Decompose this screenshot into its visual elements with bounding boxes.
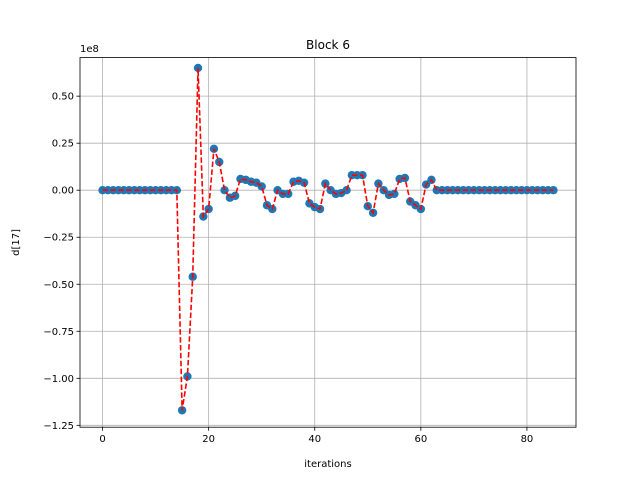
data-point bbox=[549, 186, 558, 195]
x-axis: 0 20 40 60 80 bbox=[99, 427, 533, 445]
data-point bbox=[390, 189, 399, 199]
grid bbox=[80, 57, 576, 428]
x-tick-label: 40 bbox=[308, 434, 321, 445]
data-point bbox=[342, 186, 351, 195]
y-tick-label: 0.25 bbox=[52, 139, 74, 150]
y-axis: 0.50 0.25 0.00 −0.25 −0.50 −0.75 −1.00 −1.25 bbox=[43, 92, 80, 432]
x-tick-label: 0 bbox=[99, 434, 105, 445]
y-tick-label: 0.00 bbox=[52, 186, 74, 197]
x-axis-label: iterations bbox=[304, 459, 351, 470]
chart-title: Block 6 bbox=[306, 38, 350, 52]
y-tick-label: −1.25 bbox=[43, 421, 74, 432]
y-tick-label: −0.50 bbox=[43, 280, 74, 291]
y-tick-label: −0.25 bbox=[43, 233, 74, 244]
x-tick-label: 20 bbox=[202, 434, 215, 445]
y-tick-label: −1.00 bbox=[43, 374, 74, 385]
y-tick-label: −0.75 bbox=[43, 327, 74, 338]
y-axis-label: d[17] bbox=[11, 229, 22, 256]
series-layer bbox=[98, 63, 558, 415]
x-tick-label: 60 bbox=[414, 434, 427, 445]
plot-frame bbox=[79, 57, 577, 428]
y-tick-label: 0.50 bbox=[52, 92, 74, 103]
y-offset-text: 1e8 bbox=[80, 44, 99, 55]
series-line bbox=[102, 67, 554, 411]
x-tick-label: 80 bbox=[521, 434, 534, 445]
